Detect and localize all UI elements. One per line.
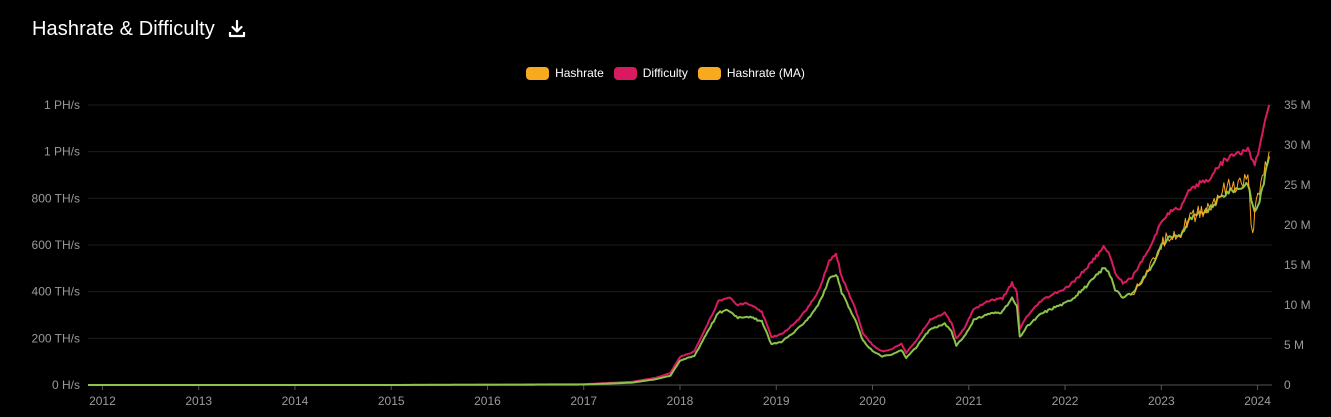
y-left-tick-label: 0 H/s	[52, 378, 80, 392]
x-tick-label: 2015	[378, 394, 405, 408]
y-left-tick-label: 1 PH/s	[44, 98, 80, 112]
y-left-tick-label: 200 TH/s	[32, 331, 80, 345]
x-tick-label: 2021	[955, 394, 982, 408]
x-tick-label: 2023	[1148, 394, 1175, 408]
y-right-tick-label: 5 M	[1284, 338, 1304, 352]
chart-legend: Hashrate Difficulty Hashrate (MA)	[0, 66, 1331, 80]
y-right-tick-label: 0	[1284, 378, 1291, 392]
legend-label-hashrate-ma: Hashrate (MA)	[726, 66, 805, 80]
x-tick-label: 2020	[859, 394, 886, 408]
y-right-tick-label: 25 M	[1284, 178, 1311, 192]
y-left-tick-label: 400 TH/s	[32, 285, 80, 299]
x-tick-label: 2012	[89, 394, 116, 408]
x-tick-label: 2014	[282, 394, 309, 408]
x-tick-label: 2019	[763, 394, 790, 408]
legend-swatch-hashrate-ma	[697, 66, 721, 80]
x-tick-label: 2017	[570, 394, 597, 408]
y-left-tick-label: 600 TH/s	[32, 238, 80, 252]
x-tick-label: 2022	[1052, 394, 1079, 408]
y-left-tick-label: 800 TH/s	[32, 191, 80, 205]
x-tick-label: 2024	[1244, 394, 1271, 408]
legend-item-difficulty[interactable]: Difficulty	[613, 66, 688, 80]
legend-swatch-hashrate	[526, 66, 550, 80]
legend-item-hashrate[interactable]: Hashrate	[526, 66, 604, 80]
legend-label-hashrate: Hashrate	[555, 66, 604, 80]
y-left-tick-label: 1 PH/s	[44, 145, 80, 159]
x-tick-label: 2013	[185, 394, 212, 408]
chart-header: Hashrate & Difficulty	[32, 14, 247, 44]
x-tick-label: 2016	[474, 394, 501, 408]
series-line-hashrate	[1132, 151, 1270, 296]
y-right-tick-label: 30 M	[1284, 138, 1311, 152]
y-right-tick-label: 15 M	[1284, 258, 1311, 272]
x-tick-label: 2018	[667, 394, 694, 408]
y-right-tick-label: 10 M	[1284, 298, 1311, 312]
download-icon[interactable]	[227, 19, 247, 39]
y-right-tick-label: 20 M	[1284, 218, 1311, 232]
legend-item-hashrate-ma[interactable]: Hashrate (MA)	[697, 66, 805, 80]
chart-title: Hashrate & Difficulty	[32, 17, 215, 40]
legend-swatch-difficulty	[613, 66, 637, 80]
series-line-hashrate-ma	[88, 156, 1271, 386]
legend-label-difficulty: Difficulty	[642, 66, 688, 80]
y-right-tick-label: 35 M	[1284, 98, 1311, 112]
